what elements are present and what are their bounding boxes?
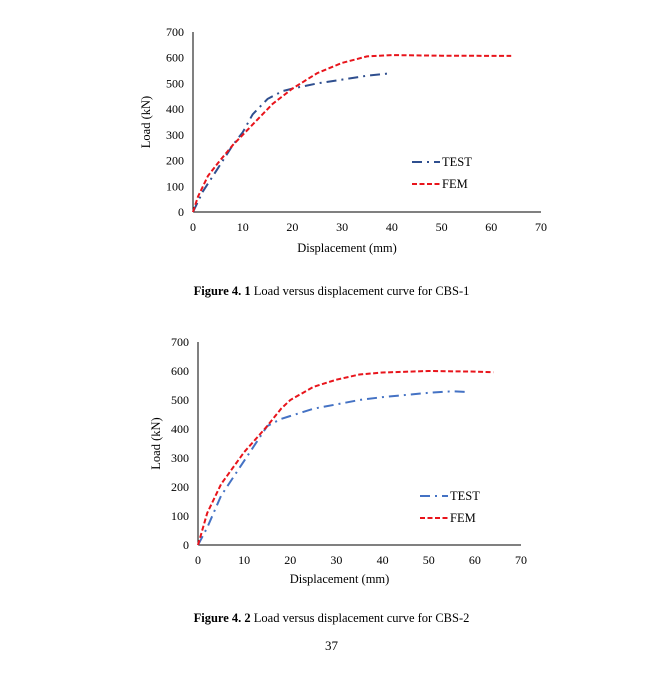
page-number: 37 bbox=[325, 638, 338, 653]
series-line-fem bbox=[197, 369, 494, 546]
y-tick-label: 500 bbox=[166, 76, 184, 90]
x-axis-title: Displacement (mm) bbox=[290, 572, 390, 586]
legend-label-fem: FEM bbox=[442, 177, 468, 191]
x-tick-label: 10 bbox=[238, 553, 250, 567]
legend-label-test: TEST bbox=[450, 489, 480, 503]
x-tick-label: 10 bbox=[237, 220, 249, 234]
y-tick-label: 300 bbox=[171, 451, 189, 465]
y-axis-title: Load (kN) bbox=[149, 417, 163, 469]
y-tick-label: 700 bbox=[166, 25, 184, 39]
x-tick-label: 20 bbox=[284, 553, 296, 567]
y-tick-label: 500 bbox=[171, 393, 189, 407]
x-axis-title: Displacement (mm) bbox=[297, 241, 397, 255]
x-tick-label: 30 bbox=[330, 553, 342, 567]
series-line-test bbox=[192, 72, 393, 213]
x-tick-label: 70 bbox=[535, 220, 547, 234]
x-tick-label: 40 bbox=[386, 220, 398, 234]
x-tick-label: 50 bbox=[423, 553, 435, 567]
x-tick-label: 50 bbox=[436, 220, 448, 234]
figure-caption-1: Figure 4. 1 Load versus displacement cur… bbox=[193, 284, 470, 298]
y-tick-label: 200 bbox=[171, 480, 189, 494]
x-tick-label: 30 bbox=[336, 220, 348, 234]
y-tick-label: 600 bbox=[166, 51, 184, 65]
y-tick-label: 200 bbox=[166, 154, 184, 168]
legend-label-test: TEST bbox=[442, 155, 472, 169]
series-line-fem bbox=[192, 54, 512, 213]
x-tick-label: 60 bbox=[469, 553, 481, 567]
y-tick-label: 400 bbox=[171, 422, 189, 436]
y-tick-label: 100 bbox=[166, 179, 184, 193]
x-tick-label: 20 bbox=[286, 220, 298, 234]
series-line-test bbox=[197, 390, 466, 546]
figure-caption-2: Figure 4. 2 Load versus displacement cur… bbox=[193, 611, 470, 625]
y-tick-label: 0 bbox=[178, 205, 184, 219]
x-tick-label: 40 bbox=[377, 553, 389, 567]
legend-label-fem: FEM bbox=[450, 511, 476, 525]
x-tick-label: 0 bbox=[190, 220, 196, 234]
y-axis-title: Load (kN) bbox=[139, 96, 153, 148]
y-tick-label: 400 bbox=[166, 102, 184, 116]
y-tick-label: 600 bbox=[171, 364, 189, 378]
y-tick-label: 300 bbox=[166, 128, 184, 142]
x-tick-label: 60 bbox=[485, 220, 497, 234]
y-tick-label: 0 bbox=[183, 538, 189, 552]
y-tick-label: 700 bbox=[171, 335, 189, 349]
x-tick-label: 70 bbox=[515, 553, 527, 567]
x-tick-label: 0 bbox=[195, 553, 201, 567]
y-tick-label: 100 bbox=[171, 509, 189, 523]
